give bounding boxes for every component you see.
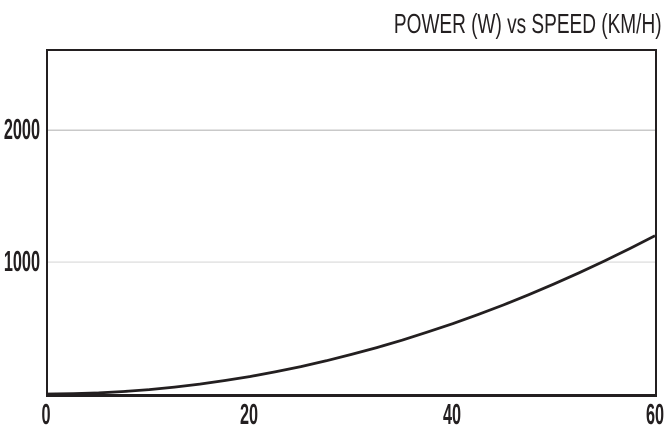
plot-area [46, 49, 657, 397]
y-tick-label-2000: 2000 [3, 114, 41, 146]
plot-svg [48, 129, 655, 394]
chart-title: POWER (W) vs SPEED (KM/H) [394, 8, 662, 39]
power-curve [48, 234, 655, 394]
y-tick-label-1000: 1000 [3, 246, 41, 278]
x-tick-label-20: 20 [239, 399, 259, 431]
x-tick-label-60: 60 [645, 399, 665, 431]
x-tick-label-40: 40 [442, 399, 462, 431]
x-tick-label-0: 0 [41, 399, 51, 431]
